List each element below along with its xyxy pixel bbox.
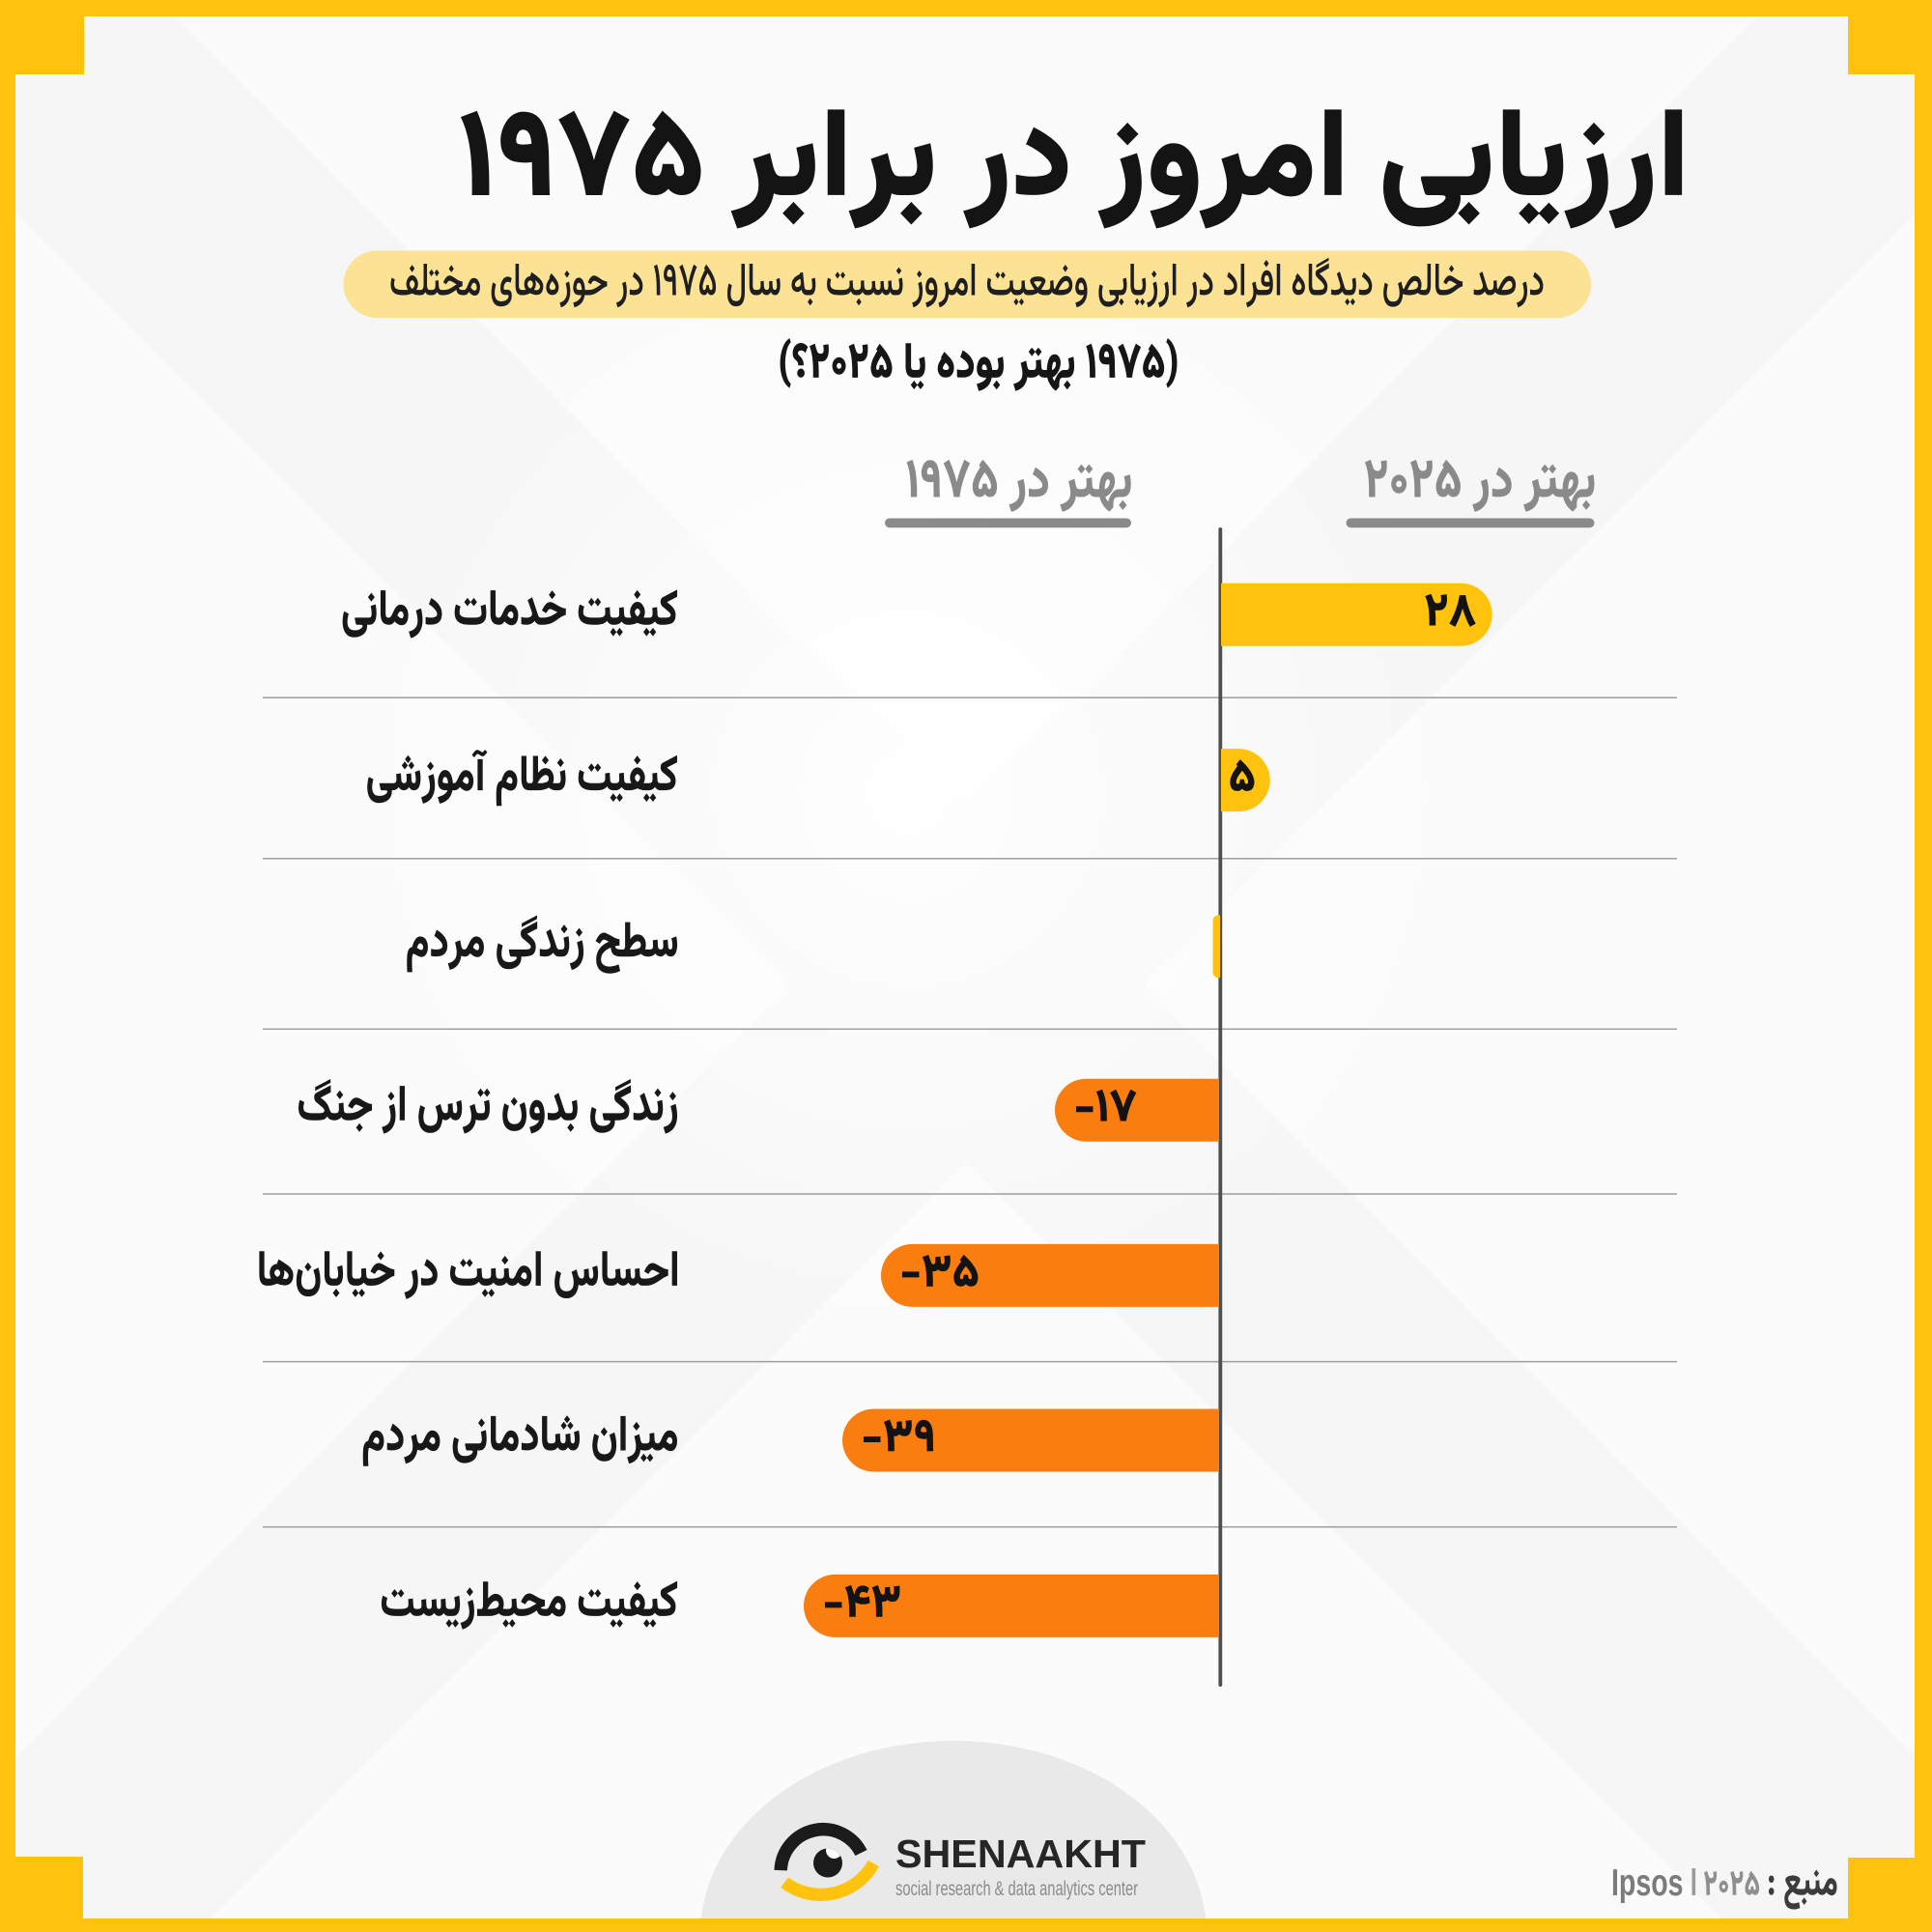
svg-text:SHENAAKHT: SHENAAKHT — [895, 1832, 1146, 1876]
svg-text:Ipsos: Ipsos — [1611, 1862, 1684, 1904]
svg-text:social research & data analyti: social research & data analytics center — [895, 1877, 1138, 1900]
